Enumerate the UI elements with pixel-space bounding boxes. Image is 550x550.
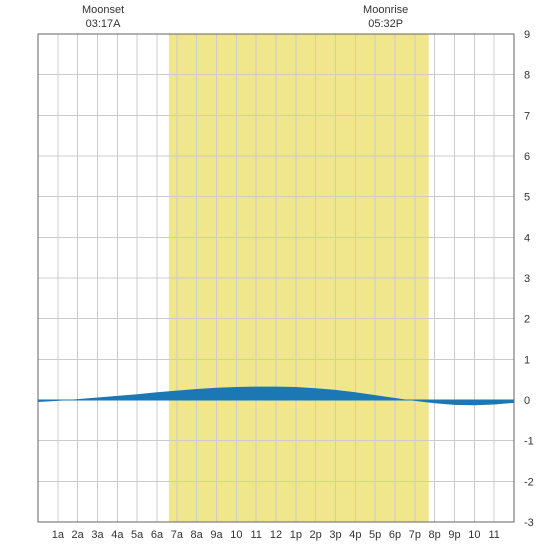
svg-text:11: 11	[250, 529, 261, 541]
svg-text:5p: 5p	[369, 529, 381, 541]
svg-text:-3: -3	[524, 517, 534, 529]
svg-text:-2: -2	[524, 476, 534, 488]
svg-text:1: 1	[524, 354, 530, 366]
chart-svg: 1a2a3a4a5a6a7a8a9a1011121p2p3p4p5p6p7p8p…	[0, 0, 550, 550]
svg-text:9a: 9a	[210, 529, 223, 541]
svg-text:2: 2	[524, 314, 530, 326]
svg-text:3p: 3p	[329, 529, 341, 541]
svg-text:2a: 2a	[72, 529, 85, 541]
svg-text:9p: 9p	[448, 529, 460, 541]
svg-text:11: 11	[488, 529, 499, 541]
svg-text:3: 3	[524, 273, 530, 285]
svg-text:8p: 8p	[429, 529, 441, 541]
svg-text:6p: 6p	[389, 529, 401, 541]
svg-text:9: 9	[524, 29, 530, 41]
svg-text:1p: 1p	[290, 529, 302, 541]
svg-text:2p: 2p	[310, 529, 322, 541]
svg-text:8: 8	[524, 70, 530, 82]
svg-text:-1: -1	[524, 436, 534, 448]
svg-text:4a: 4a	[111, 529, 124, 541]
svg-text:12: 12	[270, 529, 282, 541]
svg-text:7p: 7p	[409, 529, 421, 541]
svg-text:3a: 3a	[91, 529, 104, 541]
svg-text:7: 7	[524, 110, 530, 122]
svg-text:4p: 4p	[349, 529, 361, 541]
svg-text:7a: 7a	[171, 529, 184, 541]
svg-text:4: 4	[524, 232, 530, 244]
svg-text:6a: 6a	[151, 529, 164, 541]
svg-text:5a: 5a	[131, 529, 144, 541]
svg-text:5: 5	[524, 192, 530, 204]
svg-text:10: 10	[468, 529, 480, 541]
svg-text:8a: 8a	[191, 529, 204, 541]
svg-text:0: 0	[524, 395, 530, 407]
tide-chart: 1a2a3a4a5a6a7a8a9a1011121p2p3p4p5p6p7p8p…	[0, 0, 550, 550]
svg-text:10: 10	[230, 529, 242, 541]
svg-text:6: 6	[524, 151, 530, 163]
svg-text:1a: 1a	[52, 529, 65, 541]
